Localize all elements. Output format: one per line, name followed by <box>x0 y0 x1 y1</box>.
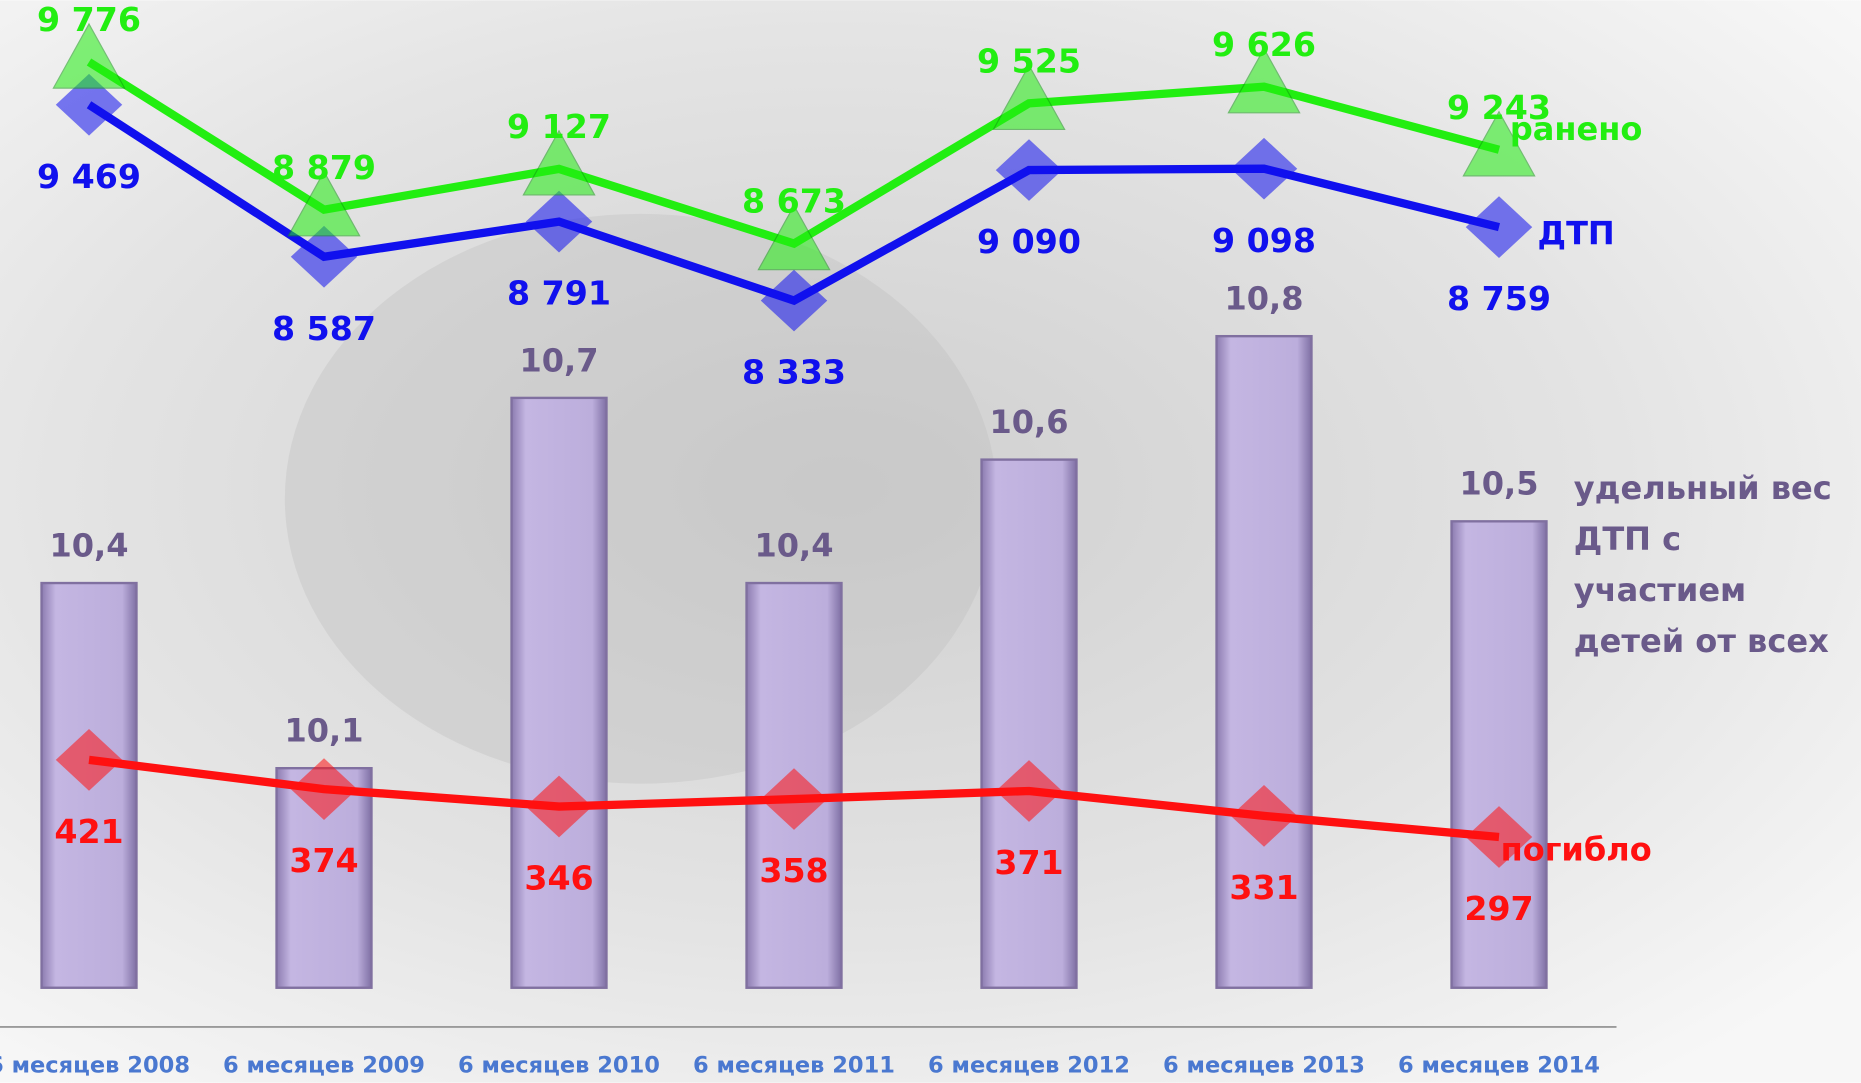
bar <box>1215 334 1313 989</box>
marker <box>992 64 1066 131</box>
bar <box>980 458 1078 989</box>
marker <box>52 22 126 89</box>
data-label: 8 333 <box>742 353 846 392</box>
data-label: 9 127 <box>507 107 611 146</box>
marker <box>757 204 831 271</box>
bar-label: 10,8 <box>1224 280 1303 318</box>
data-label: 297 <box>1464 889 1533 928</box>
x-tick-label: 6 месяцев 2011 <box>693 1053 895 1079</box>
data-label: 8 879 <box>272 148 376 187</box>
data-label: 9 525 <box>977 41 1081 80</box>
data-label: 8 673 <box>742 182 846 221</box>
data-label: 421 <box>54 812 123 851</box>
marker <box>290 758 358 820</box>
legend-entry: ранено <box>1510 110 1643 148</box>
marker <box>525 190 593 253</box>
x-tick-label: 6 месяцев 2013 <box>1163 1053 1365 1079</box>
data-label: 346 <box>524 859 593 898</box>
x-tick-label: 6 месяцев 2008 <box>0 1053 190 1079</box>
bar-label: 10,1 <box>284 712 363 750</box>
data-label: 331 <box>1229 868 1298 907</box>
marker <box>1462 110 1536 177</box>
marker <box>55 73 123 136</box>
data-label: 8 587 <box>272 309 376 348</box>
data-label: 374 <box>289 841 358 880</box>
data-label: 9 243 <box>1447 88 1551 127</box>
marker <box>1227 47 1301 114</box>
data-label: 371 <box>994 843 1063 882</box>
bar-label: 10,5 <box>1459 465 1538 503</box>
x-tick-label: 6 месяцев 2009 <box>223 1053 425 1079</box>
legend-entry: погибло <box>1501 830 1652 868</box>
legend-box: удельный вес ДТП с участием детей от все… <box>1573 470 1832 677</box>
bar-label: 10,6 <box>989 403 1068 441</box>
marker <box>995 139 1063 201</box>
legend-entry: удельный вес ДТП с участием детей от все… <box>1573 470 1832 677</box>
marker <box>522 129 596 196</box>
x-tick-label: 6 месяцев 2014 <box>1398 1053 1600 1079</box>
marker <box>1230 137 1298 200</box>
data-label: 9 098 <box>1212 221 1316 260</box>
data-label: 9 090 <box>977 222 1081 261</box>
data-label: 9 469 <box>37 157 141 196</box>
background-shape <box>284 213 997 784</box>
marker <box>995 760 1063 822</box>
marker <box>287 170 361 237</box>
marker <box>760 269 828 332</box>
data-label: 358 <box>759 851 828 890</box>
bar <box>510 396 608 989</box>
bar-label: 10,4 <box>49 526 128 564</box>
x-tick-label: 6 месяцев 2012 <box>928 1053 1130 1079</box>
data-label: 8 759 <box>1447 279 1551 318</box>
data-label: 8 791 <box>507 274 611 313</box>
marker <box>1465 196 1533 258</box>
x-tick-label: 6 месяцев 2010 <box>458 1053 660 1079</box>
bar <box>1450 520 1548 989</box>
data-label: 9 626 <box>1212 25 1316 64</box>
bar-label: 10,7 <box>519 341 598 379</box>
data-label: 9 776 <box>37 0 141 39</box>
bar-label: 10,4 <box>754 526 833 564</box>
marker <box>760 768 828 830</box>
marker <box>55 729 123 791</box>
legend-entry: ДТП <box>1538 214 1615 252</box>
marker <box>1230 785 1298 847</box>
